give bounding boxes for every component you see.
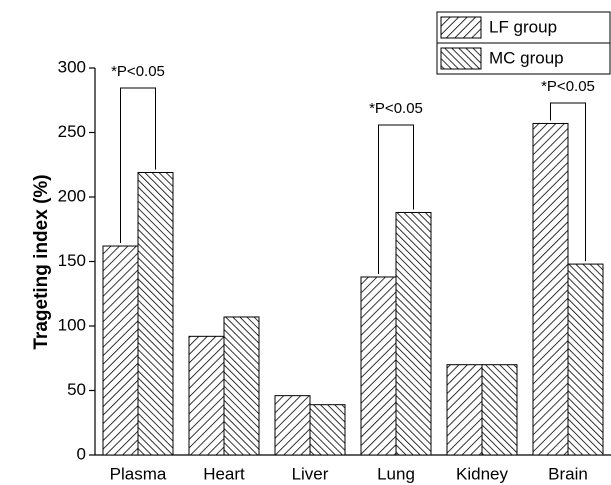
bar xyxy=(102,245,139,456)
legend-swatch xyxy=(440,47,482,70)
y-tick-label: 0 xyxy=(77,444,86,463)
y-tick-label: 200 xyxy=(58,186,86,205)
significance-bracket xyxy=(120,87,156,244)
legend-label: LF group xyxy=(489,17,557,36)
bar xyxy=(567,263,604,456)
bar xyxy=(481,364,518,456)
bar xyxy=(223,316,260,456)
bar xyxy=(532,122,569,456)
y-tick-label: 150 xyxy=(58,251,86,270)
x-tick-label: Liver xyxy=(292,464,329,483)
legend-label: MC group xyxy=(489,48,564,67)
x-tick-label: Plasma xyxy=(110,464,167,483)
bar xyxy=(309,404,346,456)
y-tick-label: 250 xyxy=(58,122,86,141)
bar xyxy=(395,211,432,456)
bar xyxy=(274,395,311,456)
bar xyxy=(137,171,174,456)
significance-bracket xyxy=(378,124,414,274)
annotation: *P<0.05 xyxy=(111,63,165,80)
bar xyxy=(360,276,397,456)
y-tick-label: 300 xyxy=(58,57,86,76)
x-tick-label: Kidney xyxy=(456,464,508,483)
y-tick-label: 50 xyxy=(67,380,86,399)
x-tick-label: Lung xyxy=(377,464,415,483)
significance-bracket xyxy=(550,102,586,262)
legend-swatch xyxy=(440,16,482,39)
x-tick-label: Heart xyxy=(203,464,245,483)
bar xyxy=(446,364,483,456)
annotation: *P<0.05 xyxy=(369,100,423,117)
annotation: *P<0.05 xyxy=(541,78,595,95)
y-axis-label: Trageting index (%) xyxy=(31,174,52,349)
x-tick-label: Brain xyxy=(548,464,588,483)
y-tick-label: 100 xyxy=(58,315,86,334)
bar xyxy=(188,335,225,456)
